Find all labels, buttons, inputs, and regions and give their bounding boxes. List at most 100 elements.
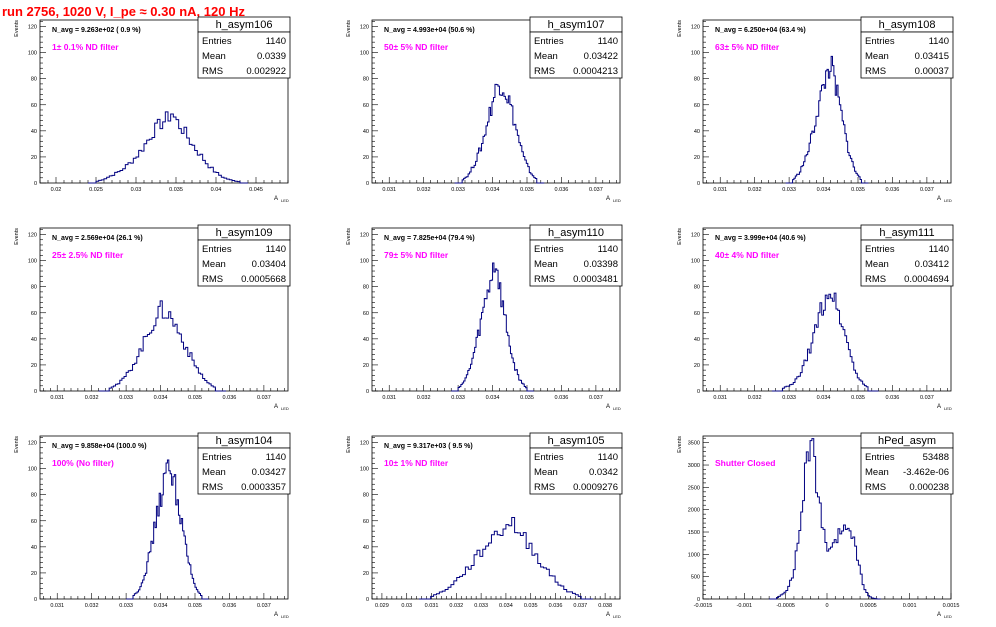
x-axis-label-subscript: LED: [613, 614, 621, 619]
histogram-name: h_asym105: [548, 435, 605, 447]
x-tick-label: 0.032: [85, 395, 99, 401]
stats-label-mean: Mean: [865, 467, 889, 478]
y-tick-label: 120: [360, 441, 369, 447]
x-tick-label: 0.037: [257, 395, 271, 401]
y-tick-label: 40: [363, 129, 369, 135]
stats-box: [860, 31, 954, 79]
y-tick-label: 100: [691, 51, 700, 57]
stats-value-rms: 0.00037: [915, 66, 949, 77]
x-tick-label: 0.045: [249, 187, 263, 193]
run-title: run 2756, 1020 V, I_pe ≈ 0.30 nA, 120 Hz: [2, 4, 245, 19]
x-axis-label: A: [937, 196, 941, 202]
histogram-series: [88, 111, 248, 184]
x-axis-label-subscript: LED: [613, 406, 621, 411]
stats-label-entries: Entries: [202, 452, 232, 463]
filter-note: 1± 0.1% ND filter: [52, 42, 119, 52]
y-tick-label: 120: [360, 25, 369, 31]
x-tick-label: 0.032: [417, 395, 431, 401]
x-tick-label: 0.036: [549, 603, 563, 609]
y-tick-label: 100: [28, 51, 37, 57]
navg-label: N_avg = 9.263e+02 ( 0.9 %): [52, 27, 141, 34]
stats-label-entries: Entries: [865, 244, 895, 255]
plot-frame: [371, 227, 621, 392]
stats-value-entries: 1140: [929, 36, 949, 47]
stats-value-rms: 0.0005668: [241, 274, 286, 285]
x-tick-label: 0.03: [131, 187, 142, 193]
histogram-panel-h_asym108: 0 20 40 60 80 100 120 0.031 0.032 0.033 0.034 0.035…: [677, 16, 954, 203]
navg-label: N_avg = 4.993e+04 (50.6 %): [384, 27, 475, 34]
y-tick-label: 2500: [688, 485, 700, 491]
x-axis-label: A: [274, 196, 278, 202]
y-tick-label: 80: [363, 77, 369, 83]
histogram-panel-h_asym111: 0 20 40 60 80 100 120 0.031 0.032 0.033 0.034 0.035…: [677, 224, 954, 411]
y-tick-label: 120: [691, 25, 700, 31]
y-tick-label: 60: [31, 103, 37, 109]
x-tick-label: 0.036: [886, 187, 900, 193]
x-tick-label: -0.0005: [776, 603, 795, 609]
navg-label: N_avg = 9.317e+03 ( 9.5 %): [384, 443, 473, 450]
stats-label-entries: Entries: [534, 244, 564, 255]
navg-label: N_avg = 3.999e+04 (40.6 %): [715, 235, 806, 242]
y-tick-label: 40: [363, 545, 369, 551]
navg-label: N_avg = 9.858e+04 (100.0 %): [52, 443, 147, 450]
histogram-panel-h_asym110: 0 20 40 60 80 100 120 0.031 0.032 0.033 0.034 0.035…: [346, 224, 623, 411]
y-tick-label: 80: [31, 77, 37, 83]
histogram-panel-h_asym104: 0 20 40 60 80 100 120 0.031 0.032 0.033 0.034 0.035…: [14, 432, 291, 619]
stats-label-entries: Entries: [534, 452, 564, 463]
y-axis-label: Events: [14, 20, 20, 37]
y-axis-label: Events: [346, 436, 352, 453]
stats-value-entries: 1140: [929, 244, 949, 255]
x-tick-label: 0.033: [782, 187, 796, 193]
stats-value-rms: 0.0004213: [573, 66, 618, 77]
y-tick-label: 60: [694, 103, 700, 109]
x-tick-label: 0.034: [486, 395, 500, 401]
x-axis-label-subscript: LED: [944, 198, 952, 203]
x-tick-label: 0.031: [382, 187, 396, 193]
stats-label-entries: Entries: [865, 36, 895, 47]
x-tick-label: 0.034: [486, 187, 500, 193]
y-tick-label: 20: [363, 363, 369, 369]
x-tick-label: 0.031: [382, 395, 396, 401]
y-tick-label: 60: [31, 519, 37, 525]
stats-value-rms: 0.002922: [246, 66, 286, 77]
stats-value-entries: 1140: [598, 452, 618, 463]
x-tick-label: 0.037: [589, 395, 603, 401]
plot-frame: [39, 19, 289, 184]
stats-box: [529, 447, 623, 495]
histogram-series: [454, 83, 545, 184]
y-tick-label: 80: [694, 285, 700, 291]
y-tick-label: 80: [363, 285, 369, 291]
x-tick-label: -0.0015: [694, 603, 713, 609]
x-tick-label: 0.02: [51, 187, 62, 193]
stats-box: [197, 239, 291, 287]
x-axis-label-subscript: LED: [613, 198, 621, 203]
plot-frame: [371, 19, 621, 184]
y-axis-label: Events: [677, 436, 683, 453]
histogram-panel-hPed_asym: 0 500 1000 1500 2000 2500 3000 3500 -0.0015 -0.00…: [677, 432, 959, 619]
navg-label: N_avg = 2.569e+04 (26.1 %): [52, 235, 143, 242]
y-tick-label: 500: [691, 575, 700, 581]
histogram-name: h_asym104: [216, 435, 273, 447]
y-tick-label: 120: [360, 233, 369, 239]
x-tick-label: 0.034: [817, 187, 831, 193]
stats-value-entries: 53488: [923, 452, 949, 463]
x-tick-label: 0: [825, 603, 828, 609]
stats-label-entries: Entries: [202, 244, 232, 255]
y-tick-label: 0: [34, 597, 37, 603]
histogram-series: [419, 517, 593, 600]
x-tick-label: 0.035: [520, 395, 534, 401]
y-tick-label: 0: [366, 181, 369, 187]
y-tick-label: 3000: [688, 463, 700, 469]
y-tick-label: 40: [363, 337, 369, 343]
y-tick-label: 100: [360, 259, 369, 265]
stats-value-mean: 0.03412: [915, 259, 949, 270]
stats-label-entries: Entries: [865, 452, 895, 463]
y-tick-label: 100: [28, 467, 37, 473]
histogram-name: h_asym106: [216, 19, 273, 31]
navg-label: N_avg = 6.250e+04 (63.4 %): [715, 27, 806, 34]
y-tick-label: 0: [697, 597, 700, 603]
stats-label-rms: RMS: [202, 66, 223, 77]
stats-label-mean: Mean: [865, 259, 889, 270]
x-tick-label: 0.033: [451, 395, 465, 401]
stats-label-mean: Mean: [202, 51, 226, 62]
